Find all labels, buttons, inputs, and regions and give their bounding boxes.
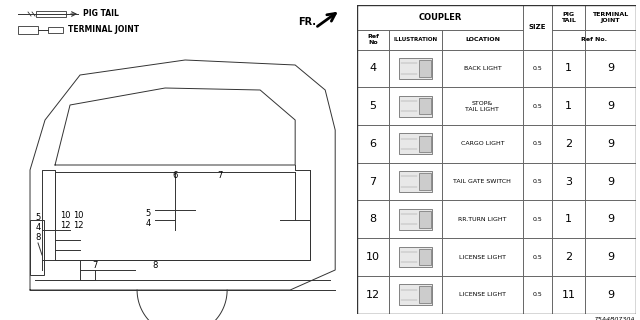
- Bar: [48, 27, 63, 33]
- Text: 10: 10: [73, 211, 83, 220]
- Text: 0.5: 0.5: [532, 292, 542, 297]
- Text: 0.5: 0.5: [532, 66, 542, 71]
- Text: 10: 10: [60, 211, 70, 220]
- Text: 1: 1: [565, 63, 572, 73]
- Text: ILLUSTRATION: ILLUSTRATION: [394, 37, 438, 42]
- Text: LICENSE LIGHT: LICENSE LIGHT: [459, 292, 506, 297]
- Text: 6: 6: [370, 139, 376, 149]
- Text: SIZE: SIZE: [529, 24, 546, 30]
- Text: 0.5: 0.5: [532, 179, 542, 184]
- Text: 8: 8: [35, 234, 41, 243]
- Text: TERMINAL
JOINT: TERMINAL JOINT: [593, 12, 628, 22]
- Text: 7: 7: [92, 260, 98, 269]
- Text: T5A4B0730A: T5A4B0730A: [595, 317, 636, 320]
- Text: 9: 9: [607, 214, 614, 224]
- Text: 5: 5: [35, 213, 41, 222]
- Text: 6: 6: [172, 171, 178, 180]
- Bar: [419, 211, 431, 228]
- Bar: [399, 284, 432, 305]
- Bar: [18, 26, 38, 34]
- Text: 9: 9: [607, 290, 614, 300]
- Text: PIG TAIL: PIG TAIL: [83, 10, 119, 19]
- Bar: [36, 11, 66, 17]
- Bar: [399, 58, 432, 79]
- Text: 4: 4: [145, 219, 150, 228]
- Text: 11: 11: [562, 290, 576, 300]
- Text: 4: 4: [369, 63, 377, 73]
- Text: PIG
TAIL: PIG TAIL: [561, 12, 576, 22]
- Bar: [419, 98, 431, 115]
- Text: 4: 4: [35, 223, 41, 233]
- Bar: [419, 249, 431, 265]
- Text: 3: 3: [565, 177, 572, 187]
- Text: 9: 9: [607, 252, 614, 262]
- Text: 1: 1: [565, 101, 572, 111]
- Text: 7: 7: [218, 171, 223, 180]
- Text: 9: 9: [607, 63, 614, 73]
- Bar: [399, 133, 432, 154]
- Text: 10: 10: [366, 252, 380, 262]
- Bar: [399, 171, 432, 192]
- Text: 9: 9: [607, 101, 614, 111]
- Text: BACK LIGHT: BACK LIGHT: [463, 66, 501, 71]
- Text: LICENSE LIGHT: LICENSE LIGHT: [459, 254, 506, 260]
- Bar: [419, 173, 431, 190]
- Text: 0.5: 0.5: [532, 141, 542, 146]
- Text: 7: 7: [369, 177, 377, 187]
- Bar: [30, 220, 44, 275]
- Text: Ref No.: Ref No.: [580, 37, 607, 42]
- Text: 12: 12: [366, 290, 380, 300]
- Text: 2: 2: [565, 252, 572, 262]
- Bar: [399, 96, 432, 116]
- Text: 8: 8: [369, 214, 377, 224]
- Text: STOP&
TAIL LIGHT: STOP& TAIL LIGHT: [465, 101, 499, 112]
- Text: 5: 5: [370, 101, 376, 111]
- Text: 2: 2: [565, 139, 572, 149]
- Text: 0.5: 0.5: [532, 104, 542, 109]
- Text: LOCATION: LOCATION: [465, 37, 500, 42]
- Text: CARGO LIGHT: CARGO LIGHT: [461, 141, 504, 146]
- Bar: [419, 286, 431, 303]
- Text: RR.TURN LIGHT: RR.TURN LIGHT: [458, 217, 507, 222]
- Text: 9: 9: [607, 139, 614, 149]
- Text: COUPLER: COUPLER: [419, 13, 461, 22]
- Bar: [419, 136, 431, 152]
- Text: 5: 5: [145, 209, 150, 218]
- Text: Ref
No: Ref No: [367, 34, 379, 45]
- Bar: [399, 247, 432, 268]
- Text: 12: 12: [73, 220, 83, 229]
- Text: TERMINAL JOINT: TERMINAL JOINT: [68, 26, 139, 35]
- Text: 0.5: 0.5: [532, 254, 542, 260]
- Text: FR.: FR.: [298, 17, 316, 27]
- Bar: [419, 60, 431, 77]
- Bar: [399, 209, 432, 230]
- Text: 12: 12: [60, 220, 70, 229]
- Text: 1: 1: [565, 214, 572, 224]
- Text: TAIL GATE SWITCH: TAIL GATE SWITCH: [454, 179, 511, 184]
- Text: 0.5: 0.5: [532, 217, 542, 222]
- Text: 9: 9: [607, 177, 614, 187]
- Text: 8: 8: [152, 260, 158, 269]
